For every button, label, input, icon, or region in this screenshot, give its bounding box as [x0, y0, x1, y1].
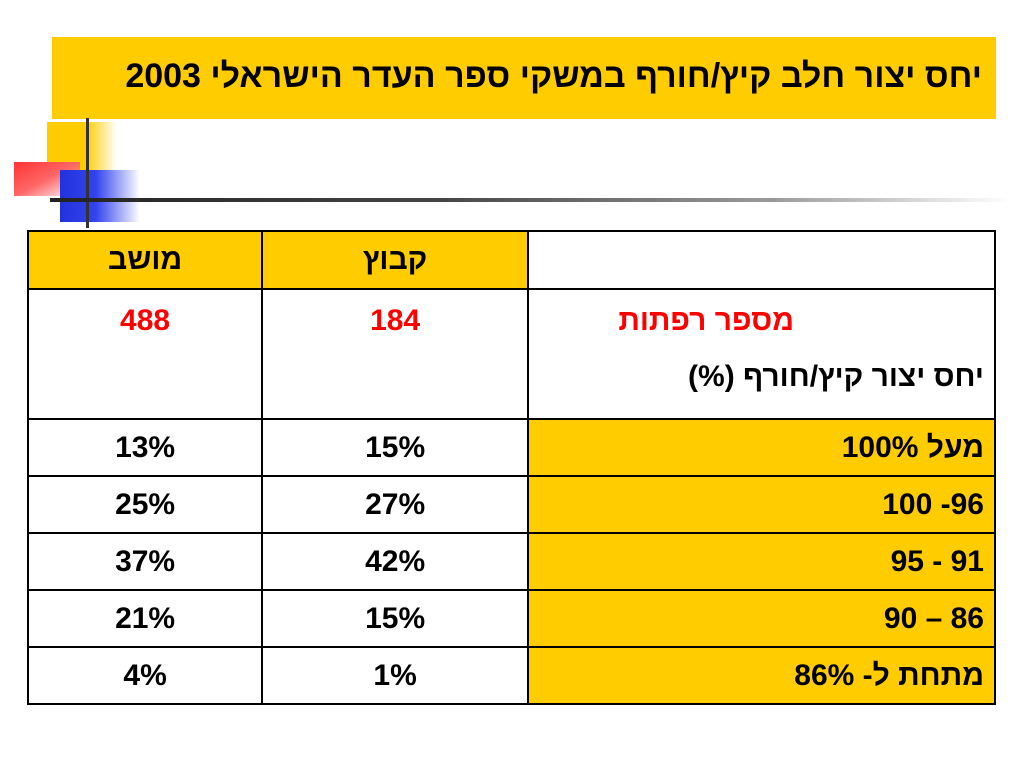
header-empty-cell	[527, 230, 996, 290]
farms-moshav-cell: 488	[26, 288, 264, 420]
kibbutz-value: 42%	[261, 532, 530, 591]
table-row: מעל 100% 15% 13%	[26, 418, 996, 477]
farms-kibbutz-value: 184	[370, 304, 421, 337]
table-row: מתחת ל- 86% 1% 4%	[26, 646, 996, 705]
kibbutz-value: 1%	[261, 646, 530, 705]
range-cell: מעל 100%	[527, 418, 996, 477]
table-row: 96- 100 27% 25%	[26, 475, 996, 534]
moshav-value: 21%	[26, 589, 264, 648]
range-cell: 96- 100	[527, 475, 996, 534]
decorative-divider-line	[50, 198, 1010, 202]
range-cell: 86 – 90	[527, 589, 996, 648]
range-cell: 91 - 95	[527, 532, 996, 591]
slide-title: יחס יצור חלב קיץ/חורף במשקי ספר העדר היש…	[125, 57, 982, 95]
range-cell: מתחת ל- 86%	[527, 646, 996, 705]
farms-moshav-value: 488	[120, 304, 171, 337]
farms-label-cell: מספר רפתות יחס יצור קיץ/חורף (%)	[527, 288, 996, 420]
moshav-value: 37%	[26, 532, 264, 591]
farms-count-row: מספר רפתות יחס יצור קיץ/חורף (%) 184 488	[26, 288, 996, 420]
title-bar: יחס יצור חלב קיץ/חורף במשקי ספר העדר היש…	[52, 37, 996, 119]
table-row: 91 - 95 42% 37%	[26, 532, 996, 591]
table-row: 86 – 90 15% 21%	[26, 589, 996, 648]
farms-kibbutz-cell: 184	[261, 288, 530, 420]
decorative-vertical-line	[86, 118, 89, 228]
moshav-value: 25%	[26, 475, 264, 534]
decorative-square-blue	[60, 170, 140, 222]
ratio-label: יחס יצור קיץ/חורף (%)	[688, 360, 984, 393]
kibbutz-value: 27%	[261, 475, 530, 534]
farms-count-label: מספר רפתות	[618, 304, 794, 337]
moshav-value: 4%	[26, 646, 264, 705]
header-moshav: מושב	[26, 230, 264, 290]
table-header-row: קבוץ מושב	[26, 230, 996, 290]
moshav-value: 13%	[26, 418, 264, 477]
kibbutz-value: 15%	[261, 418, 530, 477]
kibbutz-value: 15%	[261, 589, 530, 648]
header-kibbutz: קבוץ	[261, 230, 530, 290]
milk-ratio-table: קבוץ מושב מספר רפתות יחס יצור קיץ/חורף (…	[26, 230, 996, 705]
